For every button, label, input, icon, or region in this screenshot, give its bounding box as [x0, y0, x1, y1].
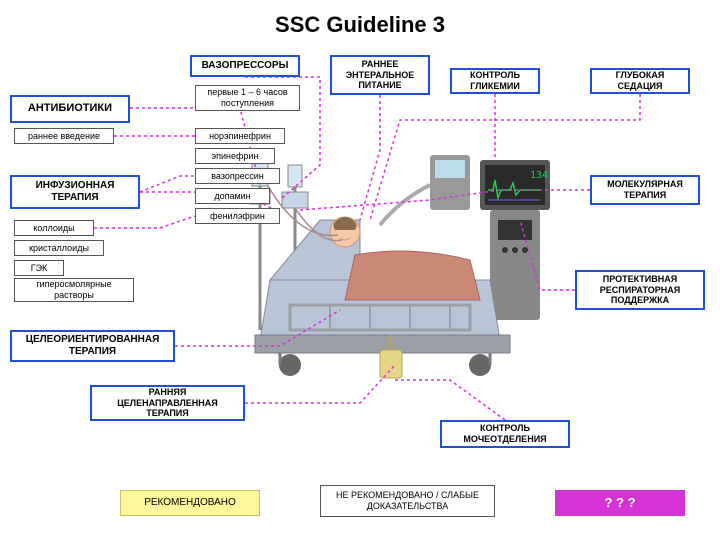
box-early-goal: РАННЯЯ ЦЕЛЕНАПРАВЛЕННАЯ ТЕРАПИЯ — [90, 385, 245, 421]
box-respiratory: ПРОТЕКТИВНАЯ РЕСПИРАТОРНАЯ ПОДДЕРЖКА — [575, 270, 705, 310]
page-title: SSC Guideline 3 — [0, 12, 720, 38]
box-hyperosmolar: гиперосмолярные растворы — [14, 278, 134, 302]
box-urine: КОНТРОЛЬ МОЧЕОТДЕЛЕНИЯ — [440, 420, 570, 448]
box-dopamine: допамин — [195, 188, 270, 204]
legend-not-recommended: НЕ РЕКОМЕНДОВАНО / СЛАБЫЕ ДОКАЗАТЕЛЬСТВА — [320, 485, 495, 517]
box-colloids: коллоиды — [14, 220, 94, 236]
box-hek: ГЭК — [14, 260, 64, 276]
box-norepinephrine: норэпинефрин — [195, 128, 285, 144]
box-epinephrine: эпинефрин — [195, 148, 275, 164]
legend-recommended: РЕКОМЕНДОВАНО — [120, 490, 260, 516]
box-vasopressors: ВАЗОПРЕССОРЫ — [190, 55, 300, 77]
box-phenylephrine: фенилэфрин — [195, 208, 280, 224]
box-enteral: РАННЕЕ ЭНТЕРАЛЬНОЕ ПИТАНИЕ — [330, 55, 430, 95]
box-crystalloids: кристаллоиды — [14, 240, 104, 256]
icu-illustration: 134 — [230, 150, 560, 410]
box-infusion: ИНФУЗИОННАЯ ТЕРАПИЯ — [10, 175, 140, 209]
box-molecular: МОЛЕКУЛЯРНАЯ ТЕРАПИЯ — [590, 175, 700, 205]
box-goal-oriented: ЦЕЛЕОРИЕНТИРОВАННАЯ ТЕРАПИЯ — [10, 330, 175, 362]
box-early-admin: раннее введение — [14, 128, 114, 144]
box-first-hours: первые 1 – 6 часов поступления — [195, 85, 300, 111]
box-glycemia: КОНТРОЛЬ ГЛИКЕМИИ — [450, 68, 540, 94]
svg-text:134: 134 — [530, 170, 548, 181]
legend-question: ? ? ? — [555, 490, 685, 516]
box-vasopressin: вазопрессин — [195, 168, 280, 184]
box-antibiotics: АНТИБИОТИКИ — [10, 95, 130, 123]
box-sedation: ГЛУБОКАЯ СЕДАЦИЯ — [590, 68, 690, 94]
